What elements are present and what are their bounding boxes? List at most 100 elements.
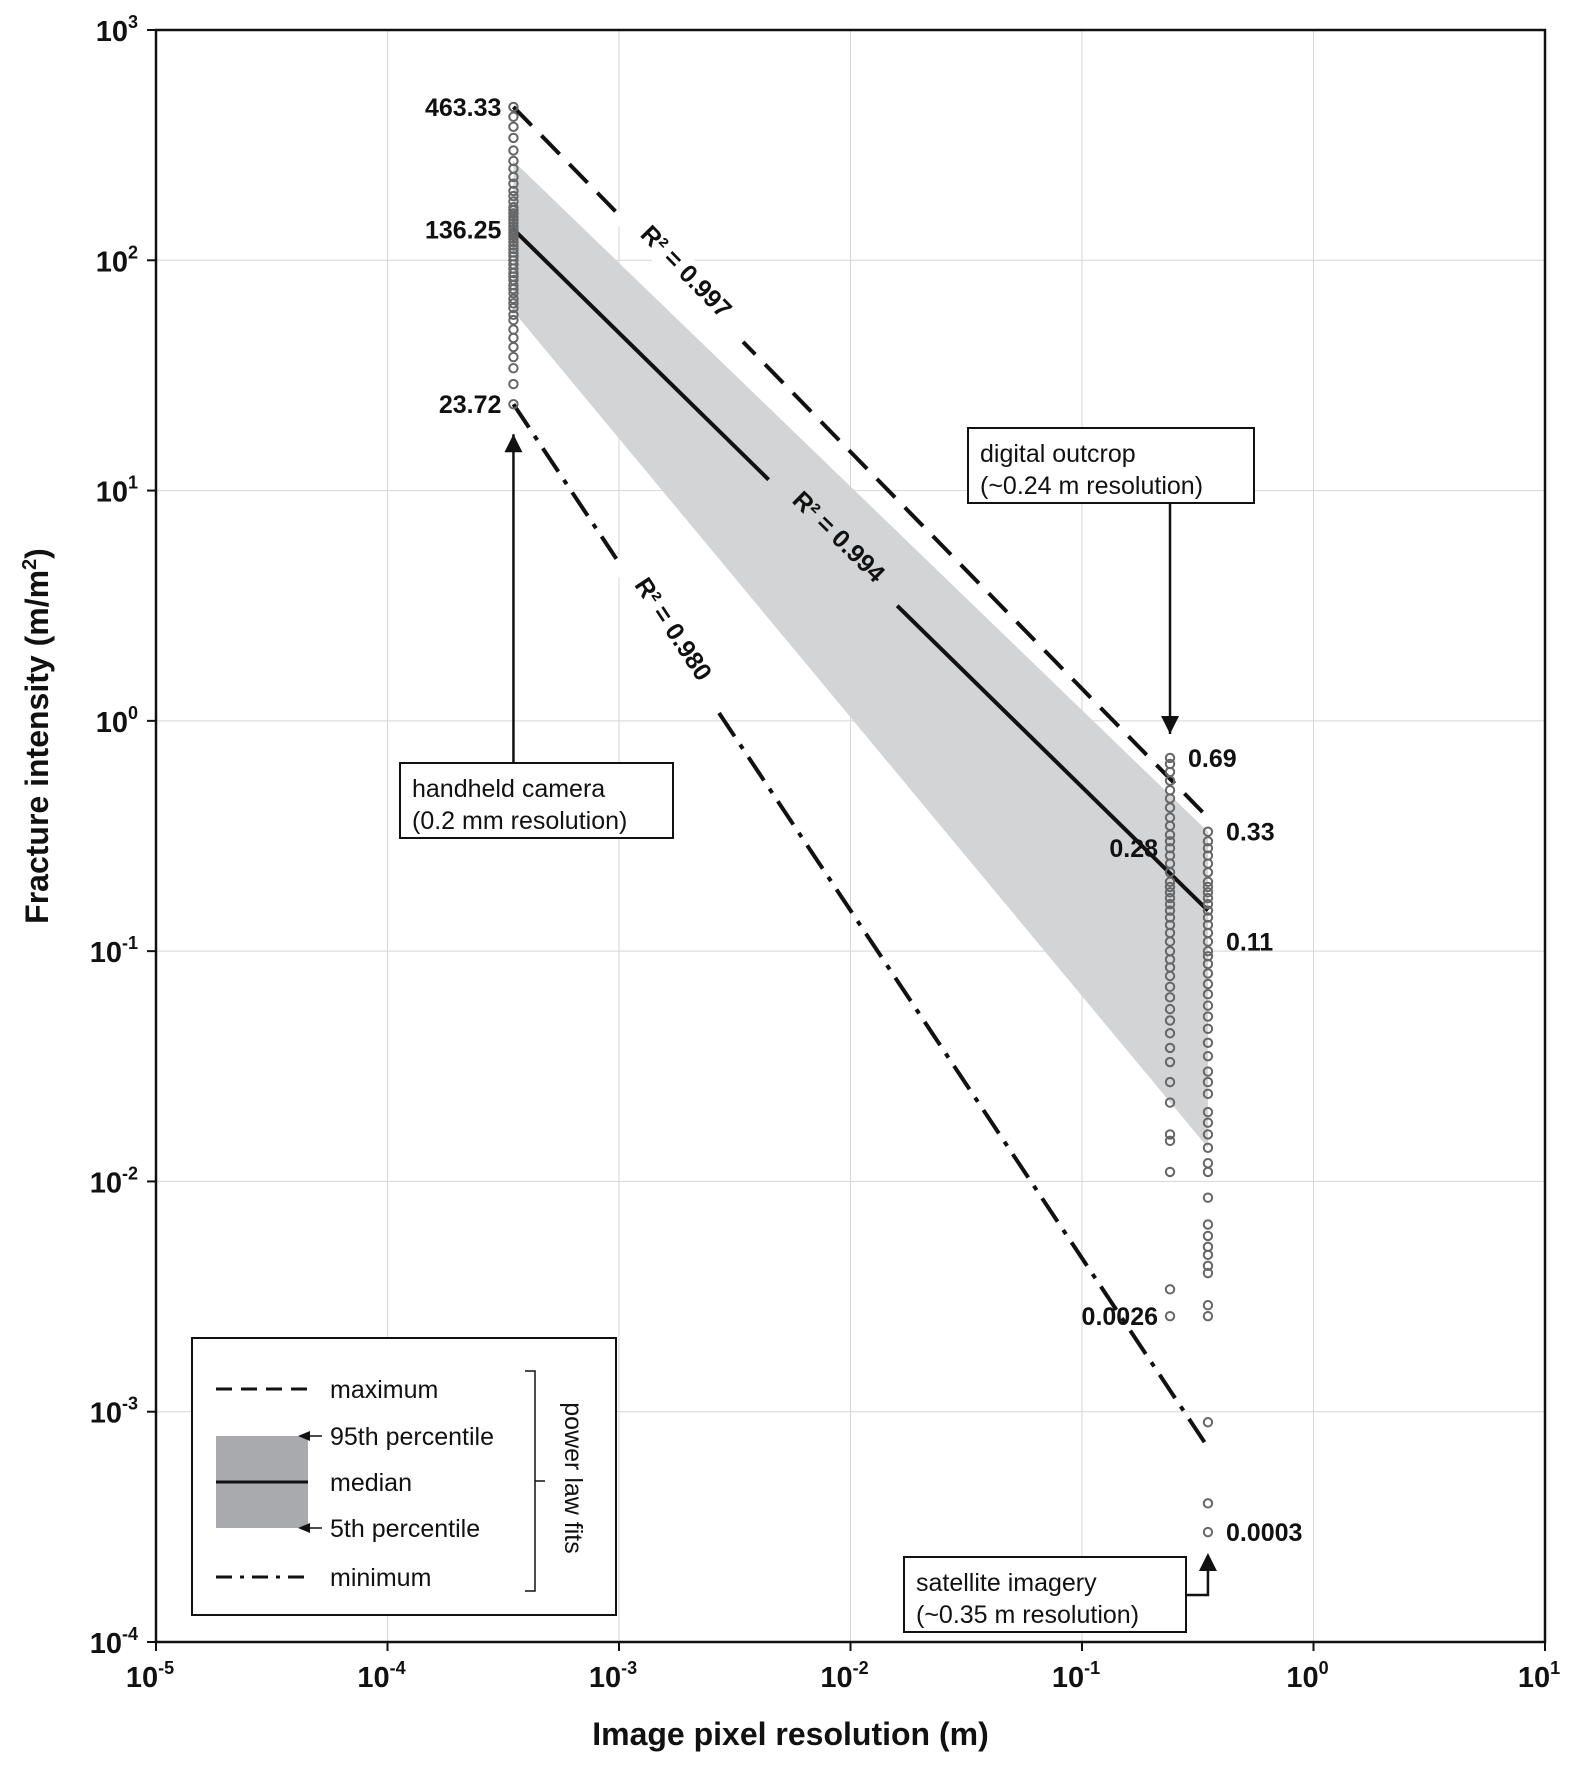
- data-point: [1164, 936, 1176, 947]
- y-tick-exponent: -4: [122, 1624, 138, 1644]
- data-point: [1202, 1310, 1214, 1322]
- y-tick-base: 10: [90, 1398, 122, 1430]
- value-label: 0.69: [1188, 745, 1237, 773]
- data-point: [1164, 1003, 1176, 1015]
- data-point: [508, 185, 519, 197]
- data-point: [1202, 1023, 1214, 1035]
- y-tick-base: 10: [90, 937, 122, 969]
- y-axis-title: Fracture intensity (m/m2): [19, 548, 55, 924]
- data-point: [508, 171, 519, 183]
- data-point: [1202, 1260, 1214, 1272]
- data-point: [1202, 1037, 1214, 1048]
- x-tick-base: 10: [1518, 1662, 1550, 1694]
- data-point: [1164, 802, 1176, 813]
- y-tick-label: 10-2: [90, 1163, 138, 1199]
- data-point: [1202, 1249, 1214, 1261]
- data-point: [508, 302, 519, 314]
- data-point: [1202, 978, 1214, 990]
- value-label: 0.0026: [1082, 1303, 1158, 1331]
- data-point: [508, 132, 519, 144]
- handheld-camera-annotation-line2: (0.2 mm resolution): [412, 807, 627, 835]
- data-point: [1202, 905, 1214, 916]
- y-tick-label: 10-1: [90, 933, 138, 969]
- data-point: [1164, 981, 1176, 993]
- legend-median-label: median: [330, 1469, 412, 1497]
- satellite-imagery-annotation-line2: (~0.35 m resolution): [916, 1601, 1139, 1629]
- y-axis-title-sup: 2: [19, 559, 41, 570]
- value-label: 0.11: [1226, 929, 1273, 957]
- data-point: [508, 351, 519, 363]
- data-point: [1202, 989, 1214, 1000]
- x-tick-exponent: -2: [853, 1658, 869, 1678]
- annotations: handheld camera (0.2 mm resolution) digita…: [399, 427, 1255, 1633]
- y-axis-title-close: ): [19, 548, 55, 559]
- data-point: [1164, 752, 1176, 764]
- y-tick-base: 10: [96, 477, 128, 509]
- data-point: [508, 236, 519, 248]
- y-tick-base: 10: [90, 1167, 122, 1199]
- data-point: [1164, 876, 1176, 888]
- data-point: [508, 121, 519, 132]
- y-tick-exponent: -3: [122, 1394, 138, 1414]
- data-point: [1202, 887, 1214, 898]
- data-point: [1164, 1166, 1176, 1178]
- data-point: [1202, 1129, 1214, 1140]
- data-point: [1202, 1166, 1214, 1178]
- legend: maximum 95th percentile median 5th percenti…: [191, 1337, 617, 1616]
- value-labels: 463.33 136.25 23.72 0.69 0.28 0.0026 0.33 0.11 0…: [425, 94, 1302, 1547]
- y-tick-label: 100: [96, 703, 138, 739]
- x-tick-base: 10: [589, 1662, 621, 1694]
- x-tick-label: 101: [1518, 1658, 1560, 1694]
- data-point: [1164, 775, 1176, 786]
- y-tick-label: 10-4: [90, 1624, 138, 1660]
- data-point: [1202, 945, 1214, 957]
- r2-label-background: [609, 546, 735, 714]
- x-tick-label: 10-4: [357, 1658, 405, 1694]
- data-point: [1202, 968, 1214, 979]
- data-point: [1164, 887, 1176, 898]
- y-tick-base: 10: [96, 707, 128, 739]
- percentile-band: [513, 160, 1208, 1148]
- data-point: [1202, 958, 1214, 970]
- data-point: [508, 283, 519, 295]
- legend-p5-label: 5th percentile: [330, 1515, 480, 1543]
- legend-p5-pointer-head: [298, 1523, 310, 1533]
- data-point: [1164, 836, 1176, 847]
- data-point: [1202, 892, 1214, 904]
- data-point: [508, 145, 519, 156]
- value-label: 136.25: [425, 216, 502, 244]
- data-point: [1164, 867, 1176, 878]
- data-point: [1202, 898, 1214, 910]
- data-point: [508, 398, 519, 410]
- data-point: [508, 287, 519, 299]
- value-label: 0.33: [1226, 819, 1275, 847]
- data-point: [1202, 1300, 1214, 1311]
- data-point: [508, 314, 519, 326]
- data-point: [1164, 1129, 1176, 1140]
- data-point: [1202, 876, 1214, 888]
- data-point: [1202, 1219, 1214, 1230]
- data-point: [1202, 1267, 1214, 1279]
- digital-outcrop-annotation-line2: (~0.24 m resolution): [980, 472, 1203, 500]
- data-point: [1164, 881, 1176, 893]
- digital-outcrop-annotation-box: [967, 427, 1255, 504]
- x-axis-title: Image pixel resolution (m): [592, 1716, 989, 1752]
- data-point: [1164, 898, 1176, 910]
- legend-bracket: [525, 1370, 545, 1592]
- digital-outcrop-annotation-line1: digital outcrop: [980, 440, 1136, 468]
- data-point: [1202, 867, 1214, 878]
- data-point: [508, 240, 519, 251]
- data-point: [508, 214, 519, 225]
- x-tick-base: 10: [820, 1662, 852, 1694]
- data-point: [1202, 1417, 1214, 1428]
- data-point: [1164, 1097, 1176, 1108]
- x-tick-label: 10-3: [589, 1658, 637, 1694]
- y-tick-exponent: 0: [128, 703, 138, 723]
- satellite-imagery-annotation-line1: satellite imagery: [916, 1569, 1097, 1597]
- data-point: [1202, 1066, 1214, 1077]
- data-point: [1164, 970, 1176, 982]
- data-point: [508, 190, 519, 202]
- handheld-camera-annotation-box: [399, 762, 674, 839]
- legend-group-label: power law fits: [559, 1402, 587, 1553]
